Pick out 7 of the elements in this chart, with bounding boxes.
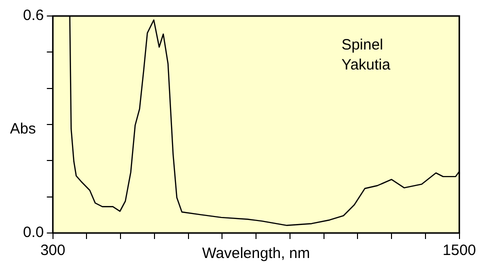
y-tick-label: 0.6 xyxy=(22,7,44,24)
y-tick-label: 0.0 xyxy=(22,224,44,242)
x-tick-label: 300 xyxy=(40,242,66,260)
x-tick-label: 1500 xyxy=(442,242,476,260)
annotation: Spinel Yakutia xyxy=(341,36,392,74)
x-axis-title: Wavelength, nm xyxy=(202,245,310,262)
y-axis-title: Abs xyxy=(10,120,36,138)
